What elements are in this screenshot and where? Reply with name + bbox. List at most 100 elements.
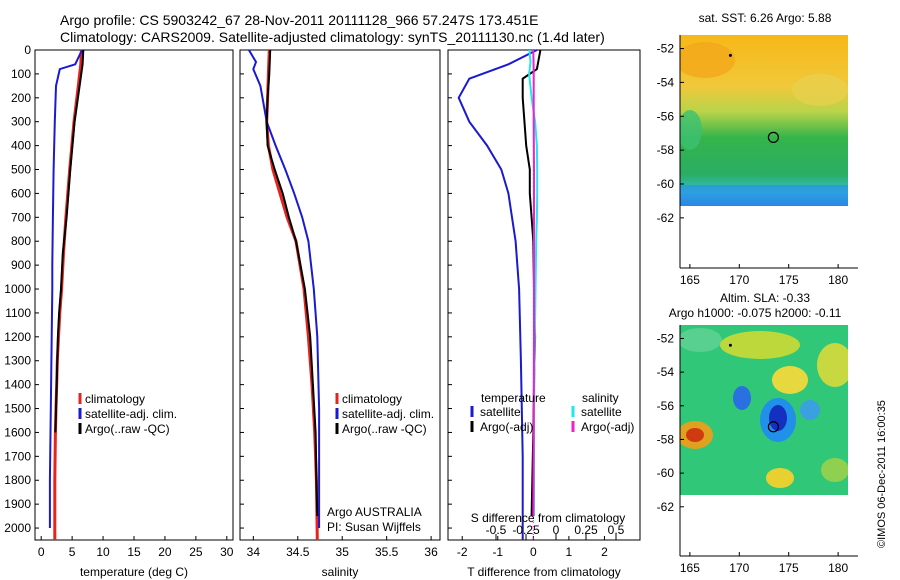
plot-frame — [447, 49, 641, 541]
y-tick-label: 200 — [11, 91, 31, 105]
plot-frame — [34, 49, 234, 541]
difference-profile: -2 -1 0 1 2T difference from climatology — [447, 49, 641, 579]
x2-tick-label: -0.5 — [486, 523, 507, 537]
argo-position-marker — [767, 131, 779, 143]
map-y-tick-label: -54 — [657, 75, 675, 89]
reference-dot — [728, 53, 732, 57]
y-tick-label: 1900 — [4, 497, 31, 511]
map-y-tick-label: -58 — [657, 143, 675, 157]
x-tick-label: 34 — [247, 545, 261, 559]
series-line — [521, 49, 542, 517]
y-tick-label: 1100 — [5, 306, 31, 320]
x-tick-label: 15 — [127, 545, 141, 559]
x-tick-label: 0 — [38, 545, 45, 559]
legend-label: climatology — [85, 392, 145, 406]
x-tick-label: 2 — [601, 545, 608, 559]
map-x-tick-label: 170 — [729, 273, 749, 287]
y-tick-label: 700 — [11, 210, 31, 224]
legend-label: Argo(..raw -QC) — [342, 422, 427, 436]
y-tick-label: 500 — [11, 163, 31, 177]
x-tick-label: 35 — [336, 545, 350, 559]
series-line — [265, 49, 319, 517]
map-y-tick-label: -56 — [657, 109, 675, 123]
x-tick-label: 34.5 — [286, 545, 310, 559]
y-tick-label: 800 — [11, 234, 31, 248]
series-line — [457, 49, 538, 540]
x-tick-label: 1 — [566, 545, 573, 559]
y-tick-label: 1700 — [4, 449, 31, 463]
series-line — [532, 49, 535, 517]
sla-patch-3 — [772, 366, 808, 394]
plot-frame — [239, 49, 441, 541]
y-tick-label: 100 — [11, 67, 31, 81]
map-x-tick-label: 180 — [828, 561, 848, 575]
y-tick-label: 1600 — [4, 425, 31, 439]
sst-cool-patch — [680, 110, 702, 150]
figure-title-line-1: Argo profile: CS 5903242_67 28-Nov-2011 … — [60, 12, 539, 28]
series-line — [53, 49, 83, 540]
y-tick-label: 1300 — [4, 354, 31, 368]
sla-low-3 — [800, 400, 820, 420]
x-tick-label: 5 — [69, 545, 76, 559]
sla-map-axes: -52 -54 -56 -58 -60 -62 165 170 175 180 Altim. SLA… — [657, 291, 858, 575]
map-x-tick-label: 175 — [779, 273, 799, 287]
x-tick-label: 0 — [530, 545, 537, 559]
series-line — [265, 49, 319, 541]
credit-text: ©IMOS 06-Dec-2011 16:00:35 — [876, 400, 888, 548]
x2-tick-label: 0 — [553, 523, 560, 537]
map-subtitle: Argo h1000: -0.075 h2000: -0.11 — [669, 306, 842, 320]
profile-annotation: PI: Susan Wijffels — [327, 520, 421, 534]
y-tick-label: 300 — [11, 115, 31, 129]
map-title: Altim. SLA: -0.33 — [720, 291, 810, 305]
map-title: sat. SST: 6.26 Argo: 5.88 — [699, 11, 832, 25]
legend-label: satellite — [581, 405, 622, 419]
figure-title-line-2: Climatology: CARS2009. Satellite-adjuste… — [60, 29, 605, 45]
x-tick-label: 36 — [424, 545, 438, 559]
sla-patch-2 — [720, 331, 800, 359]
legend-label: Argo(-adj) — [480, 420, 533, 434]
y-tick-label: 400 — [11, 139, 31, 153]
legend-group-title: salinity — [582, 391, 619, 405]
y-tick-label: 600 — [11, 186, 31, 200]
legend-label: satellite-adj. clim. — [342, 407, 434, 421]
series-line — [54, 49, 85, 433]
legend-label: Argo(-adj) — [581, 420, 634, 434]
legend-label: Argo(..raw -QC) — [85, 422, 170, 436]
map-x-tick-label: 170 — [729, 561, 749, 575]
sst-warm-patch — [680, 42, 735, 78]
map-y-tick-label: -56 — [657, 399, 675, 413]
sst-map — [680, 35, 848, 206]
x2-tick-label: 0.5 — [608, 523, 625, 537]
map-x-tick-label: 180 — [828, 273, 848, 287]
map-y-tick-label: -60 — [657, 177, 675, 191]
sst-map-axes: -52 -54 -56 -58 -60 -62 165 170 175 180 sat. SST: … — [657, 11, 858, 287]
sla-map — [680, 325, 848, 495]
y-tick-label: 1200 — [4, 330, 31, 344]
x-axis-label: salinity — [322, 565, 359, 579]
legend-label: satellite — [480, 405, 521, 419]
map-y-tick-label: -62 — [657, 500, 675, 514]
map-y-tick-label: -62 — [657, 211, 675, 225]
reference-dot — [728, 343, 732, 347]
map-y-tick-label: -54 — [657, 365, 675, 379]
sla-patch-5 — [821, 458, 848, 482]
map-y-tick-label: -52 — [657, 42, 675, 56]
profile-annotation: Argo AUSTRALIA — [327, 505, 422, 519]
x-tick-label: 35.5 — [375, 545, 399, 559]
y-tick-label: 1400 — [4, 378, 31, 392]
map-x-tick-label: 175 — [779, 561, 799, 575]
y-tick-label: 1500 — [4, 402, 31, 416]
x-tick-label: -2 — [457, 545, 468, 559]
argo-position-marker — [767, 421, 779, 433]
y-tick-label: 900 — [11, 258, 31, 272]
sla-low-1 — [733, 386, 751, 410]
y-tick-label: 2000 — [4, 521, 31, 535]
x-tick-label: 10 — [96, 545, 110, 559]
legend-label: satellite-adj. clim. — [85, 407, 177, 421]
sla-high-core — [686, 428, 704, 442]
map-x-tick-label: 165 — [680, 561, 700, 575]
map-x-tick-label: 165 — [680, 273, 700, 287]
series-line — [48, 49, 83, 528]
x-axis-label: T difference from climatology — [467, 565, 621, 579]
